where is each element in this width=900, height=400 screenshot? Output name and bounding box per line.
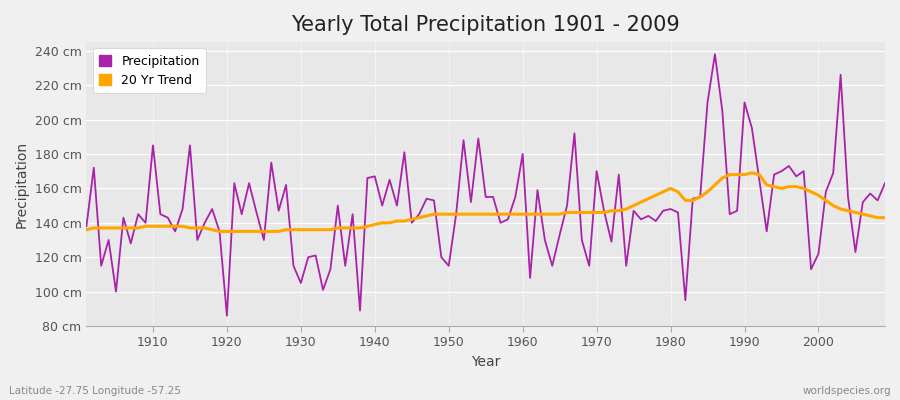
Precipitation [355,308,365,313]
Precipitation [879,181,890,186]
20 Yr Trend [518,212,528,216]
X-axis label: Year: Year [471,355,500,369]
20 Yr Trend [525,212,535,216]
20 Yr Trend [355,226,365,230]
20 Yr Trend [614,208,625,213]
Line: Precipitation: Precipitation [86,54,885,316]
Line: 20 Yr Trend: 20 Yr Trend [86,173,885,231]
Y-axis label: Precipitation: Precipitation [15,140,29,228]
Precipitation [221,313,232,318]
20 Yr Trend [310,227,321,232]
Precipitation [614,172,625,177]
Legend: Precipitation, 20 Yr Trend: Precipitation, 20 Yr Trend [93,48,206,93]
Title: Yearly Total Precipitation 1901 - 2009: Yearly Total Precipitation 1901 - 2009 [292,15,680,35]
Text: Latitude -27.75 Longitude -57.25: Latitude -27.75 Longitude -57.25 [9,386,181,396]
20 Yr Trend [140,224,151,229]
Precipitation [310,253,321,258]
Precipitation [518,152,528,156]
20 Yr Trend [746,170,757,175]
Precipitation [140,220,151,225]
20 Yr Trend [214,229,225,234]
20 Yr Trend [879,215,890,220]
Precipitation [709,52,720,56]
20 Yr Trend [81,227,92,232]
Precipitation [525,276,535,280]
Text: worldspecies.org: worldspecies.org [803,386,891,396]
Precipitation [81,224,92,229]
